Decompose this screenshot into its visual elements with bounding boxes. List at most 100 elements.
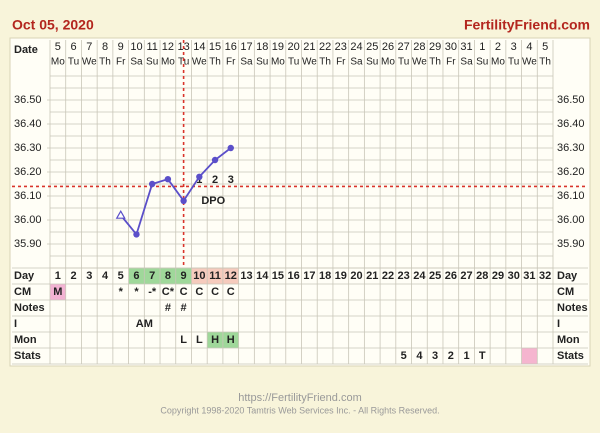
weekday: We xyxy=(302,57,317,68)
weekday: Th xyxy=(99,57,111,68)
date: 8 xyxy=(102,41,108,53)
row-cell: H xyxy=(227,334,235,346)
footer-url[interactable]: https://FertilityFriend.com xyxy=(238,392,361,404)
date: 24 xyxy=(350,41,362,53)
date: 25 xyxy=(366,41,378,53)
row-label: Notes xyxy=(14,302,45,314)
date: 7 xyxy=(86,41,92,53)
row-label: CM xyxy=(557,286,574,298)
date: 14 xyxy=(193,41,205,53)
date: 29 xyxy=(429,41,441,53)
row-cell: 20 xyxy=(350,270,362,282)
date: 30 xyxy=(445,41,457,53)
row-cell: 12 xyxy=(225,270,237,282)
date: 12 xyxy=(162,41,174,53)
date: 31 xyxy=(460,41,472,53)
date: 20 xyxy=(288,41,300,53)
panel xyxy=(9,37,591,367)
cell-fill xyxy=(222,268,239,284)
row-cell: # xyxy=(181,302,187,314)
weekday: We xyxy=(192,57,207,68)
chart-date: Oct 05, 2020 xyxy=(12,17,94,33)
cell-fill xyxy=(222,332,239,348)
y-tick-label: 36.40 xyxy=(14,118,42,130)
cell-fill xyxy=(144,268,161,284)
row-cell: 2 xyxy=(448,350,454,362)
date: 23 xyxy=(335,41,347,53)
row-label: Day xyxy=(557,270,578,282)
site-name[interactable]: FertilityFriend.com xyxy=(464,17,590,33)
weekday: Mo xyxy=(381,57,395,68)
weekday: Mo xyxy=(491,57,505,68)
cell-fill xyxy=(521,348,538,364)
row-cell: 31 xyxy=(523,270,535,282)
weekday: Fr xyxy=(336,57,346,68)
y-tick-label: 36.50 xyxy=(557,94,585,106)
y-tick-label: 36.30 xyxy=(14,142,42,154)
row-label: Day xyxy=(14,270,35,282)
row-cell: 29 xyxy=(492,270,504,282)
date: 5 xyxy=(542,41,548,53)
row-label: I xyxy=(557,318,560,330)
date: 27 xyxy=(398,41,410,53)
y-tick-label: 36.00 xyxy=(557,214,585,226)
weekday: Sa xyxy=(460,57,473,68)
row-label: CM xyxy=(14,286,31,298)
weekday: Sa xyxy=(240,57,253,68)
row-cell: * xyxy=(119,286,124,298)
row-cell: T xyxy=(479,350,486,362)
temperature-point xyxy=(227,144,234,152)
temperature-point xyxy=(148,180,156,188)
row-cell: 14 xyxy=(256,270,269,282)
date: 2 xyxy=(495,41,501,53)
row-cell: 7 xyxy=(149,270,155,282)
dpo-number: 2 xyxy=(212,174,218,186)
row-cell: M xyxy=(53,286,62,298)
date: 17 xyxy=(240,41,252,53)
cell-fill xyxy=(207,332,223,348)
row-cell: 1 xyxy=(463,350,469,362)
row-cell: 16 xyxy=(288,270,300,282)
row-cell: L xyxy=(180,334,187,346)
cell-fill xyxy=(207,268,223,284)
row-cell: 10 xyxy=(193,270,205,282)
temperature-point xyxy=(211,156,219,164)
cell-fill xyxy=(128,268,145,284)
date: 21 xyxy=(303,41,315,53)
weekday: Mo xyxy=(271,57,285,68)
weekday: Su xyxy=(146,57,158,68)
row-cell: 23 xyxy=(398,270,410,282)
temperature-point xyxy=(164,176,172,183)
weekday: We xyxy=(412,57,427,68)
weekday: We xyxy=(82,57,97,68)
weekday: Sa xyxy=(130,57,143,68)
date: 26 xyxy=(382,41,394,53)
row-cell: 3 xyxy=(86,270,92,282)
weekday: Mo xyxy=(161,57,175,68)
weekday: Fr xyxy=(116,57,126,68)
y-tick-label: 35.90 xyxy=(557,238,585,250)
row-cell: 22 xyxy=(382,270,394,282)
temperature-point xyxy=(133,231,140,238)
row-cell: 25 xyxy=(429,270,441,282)
date: 16 xyxy=(225,41,237,53)
row-cell: C xyxy=(227,286,235,298)
row-label: Notes xyxy=(557,302,588,314)
row-cell: 18 xyxy=(319,270,331,282)
row-cell: 21 xyxy=(366,270,378,282)
dpo-label: DPO xyxy=(201,195,225,207)
date: 22 xyxy=(319,41,331,53)
weekday: We xyxy=(522,57,537,68)
row-cell: 8 xyxy=(165,270,171,282)
date-label: Date xyxy=(14,44,38,56)
date: 28 xyxy=(413,41,425,53)
date: 18 xyxy=(256,41,268,53)
row-cell: 32 xyxy=(539,270,551,282)
weekday: Su xyxy=(366,57,378,68)
row-cell: * xyxy=(134,286,139,298)
y-tick-label: 36.10 xyxy=(557,190,585,202)
weekday: Th xyxy=(539,57,551,68)
footer-copyright: Copyright 1998-2020 Tamtris Web Services… xyxy=(160,405,439,415)
weekday: Sa xyxy=(350,57,363,68)
weekday: Tu xyxy=(178,57,189,68)
